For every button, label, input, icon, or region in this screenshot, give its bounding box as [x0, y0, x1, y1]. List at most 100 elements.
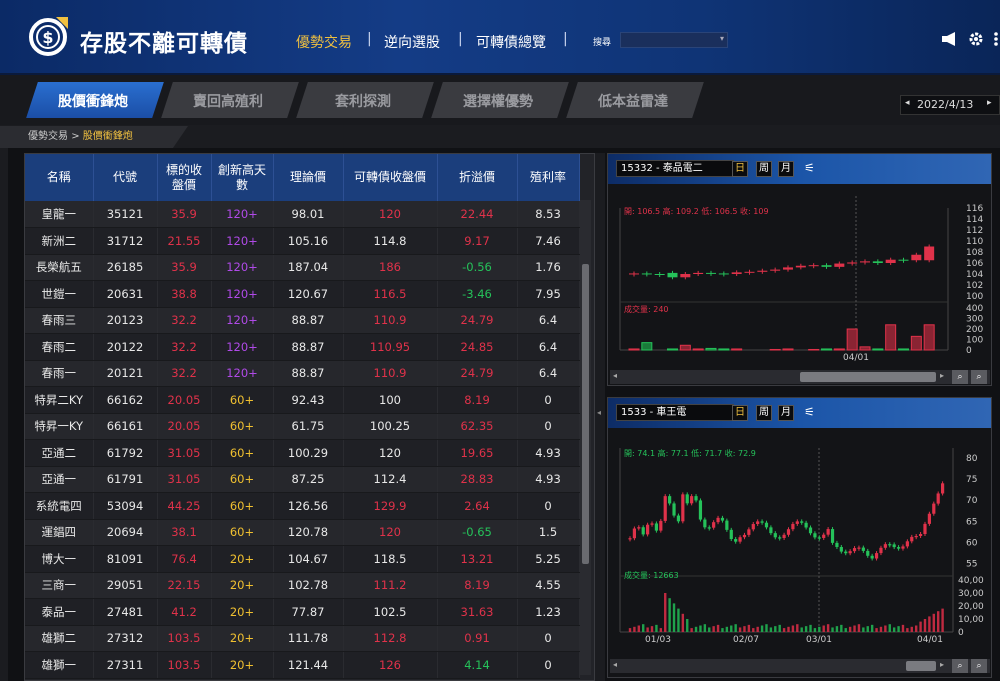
column-header[interactable]: 名稱: [25, 154, 94, 201]
next-date-icon[interactable]: ▸: [987, 98, 992, 108]
candlestick: [667, 272, 678, 278]
column-header[interactable]: 標的收 盤價: [157, 154, 212, 201]
table-cell-theory: 88.87: [273, 333, 344, 361]
column-header[interactable]: 代號: [93, 154, 158, 201]
table-row[interactable]: 亞通二 61792 31.05 60+ 100.29 120 19.65 4.93: [25, 439, 580, 467]
table-cell-yield: 4.55: [517, 572, 580, 599]
table-row[interactable]: 世鎧一 20631 38.8 120+ 120.67 116.5 -3.46 7.95: [25, 280, 580, 308]
settings-sliders-icon[interactable]: ⚟: [804, 405, 815, 419]
settings-sliders-icon[interactable]: ⚟: [804, 161, 815, 175]
scroll-left-icon[interactable]: ◂: [613, 371, 618, 380]
scroll-right-icon[interactable]: ▸: [940, 660, 945, 669]
table-vertical-scrollbar[interactable]: [580, 200, 591, 675]
table-cell-close: 103.5: [157, 625, 212, 652]
column-header[interactable]: 殖利率: [517, 154, 580, 201]
table-row[interactable]: 春雨三 20123 32.2 120+ 88.87 110.9 24.79 6.4: [25, 307, 580, 334]
table-cell-theory: 100.29: [273, 439, 344, 467]
volume-bar: [743, 626, 746, 632]
search-select[interactable]: ▾: [620, 32, 728, 48]
table-row[interactable]: 雄獅一 27311 103.5 20+ 121.44 126 4.14 0: [25, 651, 580, 679]
table-row[interactable]: 亞通一 61791 31.05 60+ 87.25 112.4 28.83 4.93: [25, 466, 580, 493]
column-header[interactable]: 可轉債收盤價: [343, 154, 438, 201]
prev-date-icon[interactable]: ◂: [905, 98, 910, 108]
zoom-out-icon[interactable]: ⌕: [952, 370, 968, 384]
collapse-arrow-icon[interactable]: ◂: [597, 408, 602, 417]
candlestick: [629, 273, 639, 275]
scrollbar-thumb[interactable]: [582, 264, 589, 564]
table-row[interactable]: 三商一 29051 22.15 20+ 102.78 111.2 8.19 4.55: [25, 572, 580, 599]
candlestick: [729, 529, 733, 540]
candlestick: [744, 271, 755, 273]
table-row[interactable]: 雄獅二 27312 103.5 20+ 111.78 112.8 0.91 0: [25, 625, 580, 652]
scrollbar-thumb[interactable]: [906, 661, 936, 671]
more-icon[interactable]: [992, 31, 1000, 47]
table-row[interactable]: 春雨二 20122 32.2 120+ 88.87 110.95 24.85 6.4: [25, 333, 580, 361]
table-cell-days: 60+: [211, 492, 274, 520]
column-header[interactable]: 創新高天 數: [211, 154, 274, 201]
candlestick: [898, 259, 909, 261]
table-row[interactable]: 運錩四 20694 38.1 60+ 120.78 120 -0.65 1.5: [25, 519, 580, 546]
volume-bar: [840, 624, 843, 632]
zoom-out-icon[interactable]: ⌕: [952, 659, 968, 673]
table-cell-close: 31.05: [157, 439, 212, 467]
panel-splitter[interactable]: ◂: [595, 153, 605, 681]
week-button[interactable]: 周: [756, 161, 772, 177]
gear-icon[interactable]: [968, 31, 984, 47]
table-cell-name: 皇龍一: [25, 201, 94, 228]
table-cell-yield: 0: [517, 413, 580, 440]
candlestick: [650, 523, 654, 525]
table-row[interactable]: 皇龍一 35121 35.9 120+ 98.01 120 22.44 8.53: [25, 201, 580, 228]
table-row[interactable]: 博大一 81091 76.4 20+ 104.67 118.5 13.21 5.25: [25, 545, 580, 573]
volume-bar: [633, 626, 636, 632]
stock-chart-1[interactable]: 開: 106.5 高: 109.2 低: 106.5 收: 109 成交量: 24…: [608, 184, 991, 369]
day-button[interactable]: 日: [732, 161, 748, 177]
table-row[interactable]: 泰品一 27481 41.2 20+ 77.87 102.5 31.63 1.23: [25, 598, 580, 626]
nav-advantage-trading[interactable]: 優勢交易: [296, 35, 352, 51]
volume-tick-label: 0: [958, 628, 964, 638]
y-tick-label: 104: [966, 270, 983, 280]
stock-chart-2[interactable]: 開: 74.1 高: 77.1 低: 71.7 收: 72.9 成交量: 1266…: [608, 428, 991, 658]
volume-bar: [668, 598, 671, 632]
column-header[interactable]: 理論價: [273, 154, 344, 201]
chart-horizontal-scrollbar[interactable]: ◂ ▸ ⌕ ⌕: [610, 659, 990, 673]
month-button[interactable]: 月: [778, 161, 794, 177]
column-header[interactable]: 折溢價: [437, 154, 518, 201]
table-row[interactable]: 特昇二KY 66162 20.05 60+ 92.43 100 8.19 0: [25, 386, 580, 414]
candlestick: [936, 493, 940, 504]
table-cell-name: 博大一: [25, 545, 94, 573]
table-row[interactable]: 特昇一KY 66161 20.05 60+ 61.75 100.25 62.35 0: [25, 413, 580, 440]
chart-horizontal-scrollbar[interactable]: ◂ ▸ ⌕ ⌕: [610, 370, 990, 384]
date-picker[interactable]: ◂ 2022/4/13 ▸: [900, 95, 1000, 115]
table-row[interactable]: 春雨一 20121 32.2 120+ 88.87 110.9 24.79 6.4: [25, 360, 580, 387]
volume-bar: [778, 624, 781, 632]
table-row[interactable]: 新洲二 31712 21.55 120+ 105.16 114.8 9.17 7.46: [25, 227, 580, 255]
table-row[interactable]: 長榮航五 26185 35.9 120+ 187.04 186 -0.56 1.76: [25, 254, 580, 281]
month-button[interactable]: 月: [778, 405, 794, 421]
scroll-left-icon[interactable]: ◂: [613, 660, 618, 669]
table-cell-cb-close: 100.25: [343, 413, 438, 440]
table-cell-days: 60+: [211, 466, 274, 493]
scrollbar-thumb[interactable]: [800, 372, 936, 382]
table-cell-close: 31.05: [157, 466, 212, 493]
nav-cb-overview[interactable]: 可轉債總覽: [476, 35, 546, 51]
scroll-right-icon[interactable]: ▸: [940, 371, 945, 380]
chart-code-field[interactable]: 1533 - 車王電: [616, 404, 734, 421]
volume-bar: [848, 626, 852, 632]
table-row[interactable]: 系統電四 53094 44.25 60+ 126.56 129.9 2.64 0: [25, 492, 580, 520]
volume-bar: [642, 624, 645, 632]
chart-code-field[interactable]: 15332 - 泰品電二: [616, 160, 734, 177]
candlestick: [786, 529, 791, 535]
breadcrumb-root[interactable]: 優勢交易: [28, 131, 68, 142]
zoom-in-icon[interactable]: ⌕: [971, 370, 987, 384]
table-cell-days: 120+: [211, 254, 274, 281]
nav-reverse-picking[interactable]: 逆向選股: [384, 35, 440, 51]
volume-bar: [897, 626, 900, 632]
candlestick: [751, 524, 755, 530]
candlestick: [910, 536, 914, 542]
zoom-in-icon[interactable]: ⌕: [971, 659, 987, 673]
week-button[interactable]: 周: [756, 405, 772, 421]
day-button[interactable]: 日: [732, 405, 748, 421]
candlestick: [813, 533, 817, 538]
megaphone-icon[interactable]: [940, 31, 960, 47]
y-tick-label: 80: [966, 454, 978, 464]
